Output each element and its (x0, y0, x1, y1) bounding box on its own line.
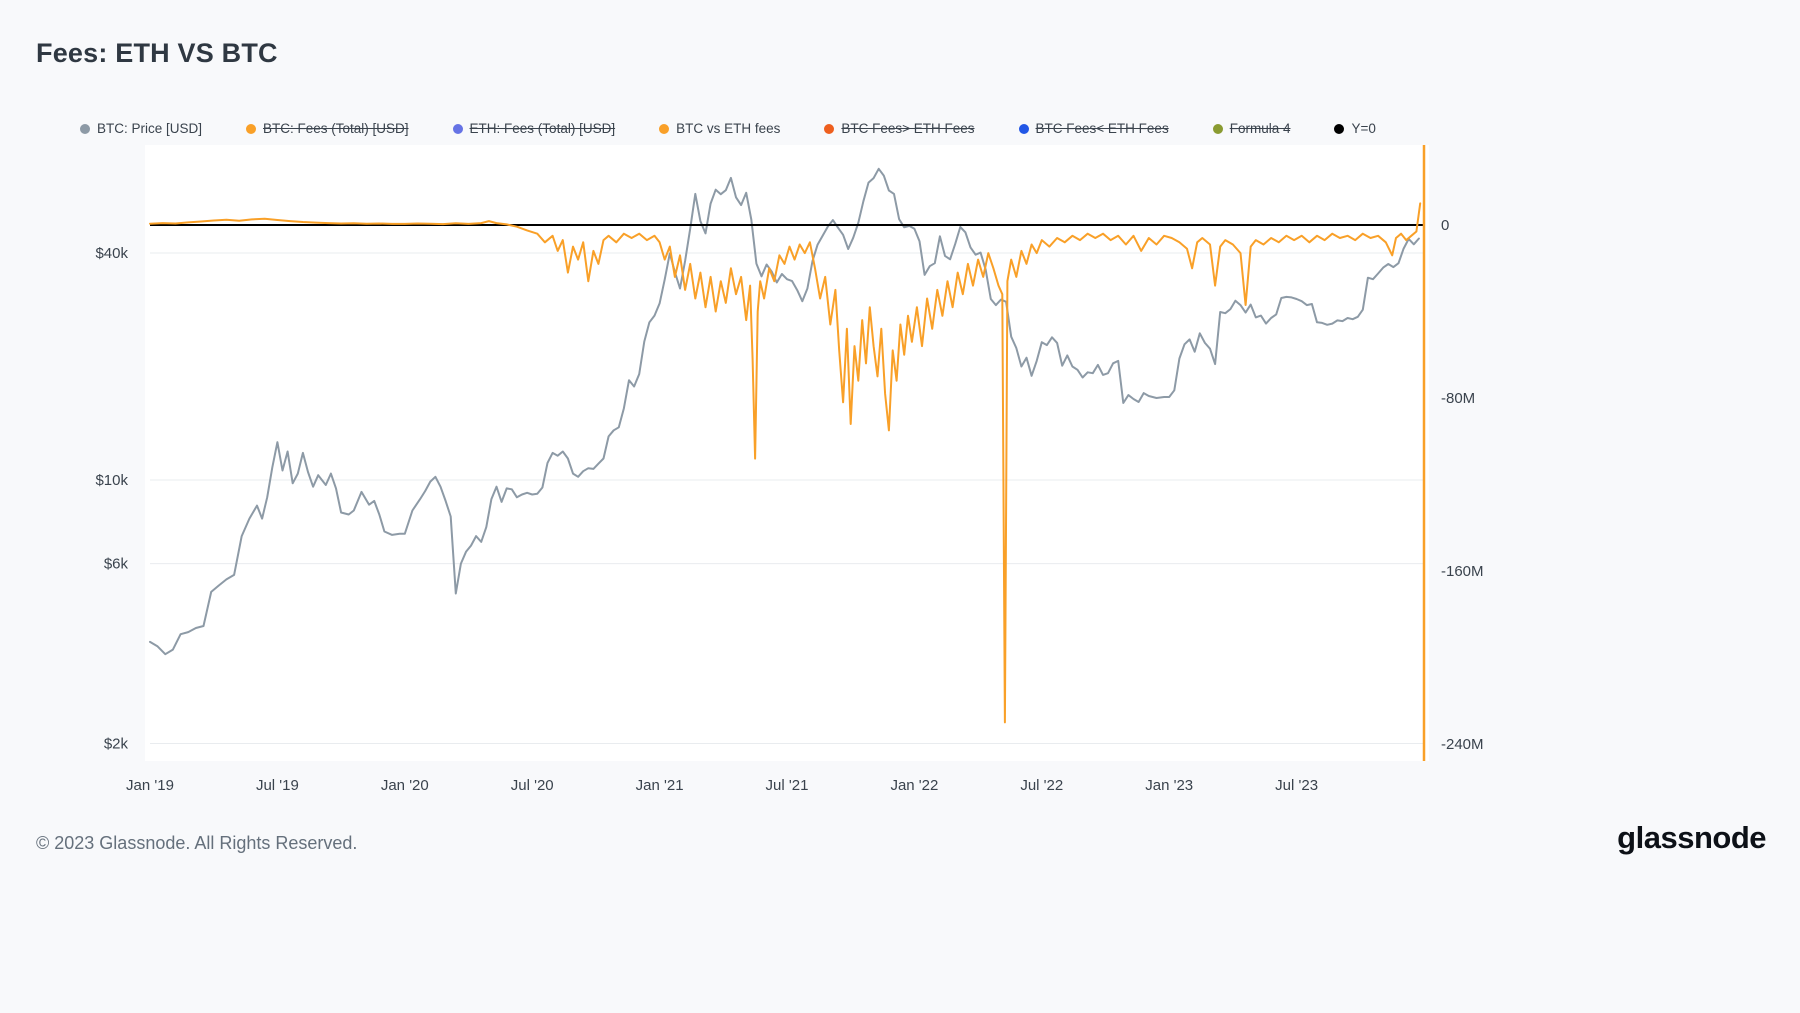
eth-fees-total-dot (452, 123, 463, 134)
legend-label: Y=0 (1351, 121, 1376, 136)
legend-label: BTC Fees> ETH Fees (841, 121, 975, 136)
x-axis-label: Jul '20 (511, 777, 554, 794)
y-axis-right-label: -240M (1441, 736, 1484, 753)
y-axis-right-label: -80M (1441, 390, 1475, 407)
legend-item-btc-fees-gt-eth[interactable]: BTC Fees> ETH Fees (824, 121, 975, 136)
legend-label: BTC: Fees (Total) [USD] (263, 121, 409, 136)
formula-4-dot (1212, 123, 1223, 134)
y-axis-left-label: $2k (104, 736, 129, 753)
legend-item-btc-vs-eth-fees[interactable]: BTC vs ETH fees (659, 121, 780, 136)
y-zero-dot (1334, 123, 1345, 134)
btc-fees-lt-eth-dot (1018, 123, 1029, 134)
legend-label: BTC vs ETH fees (676, 121, 781, 136)
chart-legend: BTC: Price [USD] BTC: Fees (Total) [USD] E… (80, 121, 1376, 136)
legend-item-btc-price[interactable]: BTC: Price [USD] (80, 121, 202, 136)
legend-item-btc-fees-lt-eth[interactable]: BTC Fees< ETH Fees (1018, 121, 1169, 136)
x-axis-label: Jan '19 (126, 777, 174, 794)
y-axis-left-label: $6k (104, 556, 129, 573)
x-axis-label: Jul '19 (256, 777, 299, 794)
x-axis-label: Jan '23 (1145, 777, 1193, 794)
page-title: Fees: ETH VS BTC (36, 38, 278, 68)
plot-background (145, 145, 1429, 761)
y-axis-left-label: $10k (95, 472, 128, 489)
x-axis-label: Jan '21 (636, 777, 684, 794)
legend-label: ETH: Fees (Total) [USD] (469, 121, 616, 136)
series-btc-vs-eth-fees[interactable] (149, 202, 1422, 724)
btc-price-dot (80, 123, 90, 134)
x-axis-label: Jul '23 (1275, 777, 1318, 794)
y-axis-right-label: -160M (1441, 563, 1484, 580)
x-axis-label: Jan '22 (890, 777, 938, 794)
y-axis-left-label: $40k (95, 245, 128, 262)
glassnode-logo: glassnode (1617, 820, 1766, 855)
legend-item-formula-4[interactable]: Formula 4 (1212, 121, 1291, 136)
x-axis-label: Jul '21 (766, 777, 809, 794)
legend-item-y-zero[interactable]: Y=0 (1334, 121, 1376, 136)
legend-item-btc-fees-total[interactable]: BTC: Fees (Total) [USD] (246, 121, 409, 136)
y-axis-right-label: 0 (1441, 217, 1449, 234)
legend-label: BTC: Price [USD] (97, 121, 203, 136)
copyright-text: © 2023 Glassnode. All Rights Reserved. (36, 833, 358, 853)
legend-item-eth-fees-total[interactable]: ETH: Fees (Total) [USD] (452, 121, 616, 136)
legend-label: BTC Fees< ETH Fees (1035, 121, 1169, 136)
legend-label: Formula 4 (1229, 121, 1291, 136)
btc-fees-gt-eth-dot (824, 123, 835, 134)
series-btc-price[interactable] (149, 167, 1420, 656)
btc-fees-total-dot (246, 123, 257, 134)
x-axis-label: Jan '20 (381, 777, 429, 794)
x-axis-label: Jul '22 (1020, 777, 1063, 794)
btc-vs-eth-fees-dot (659, 123, 670, 134)
